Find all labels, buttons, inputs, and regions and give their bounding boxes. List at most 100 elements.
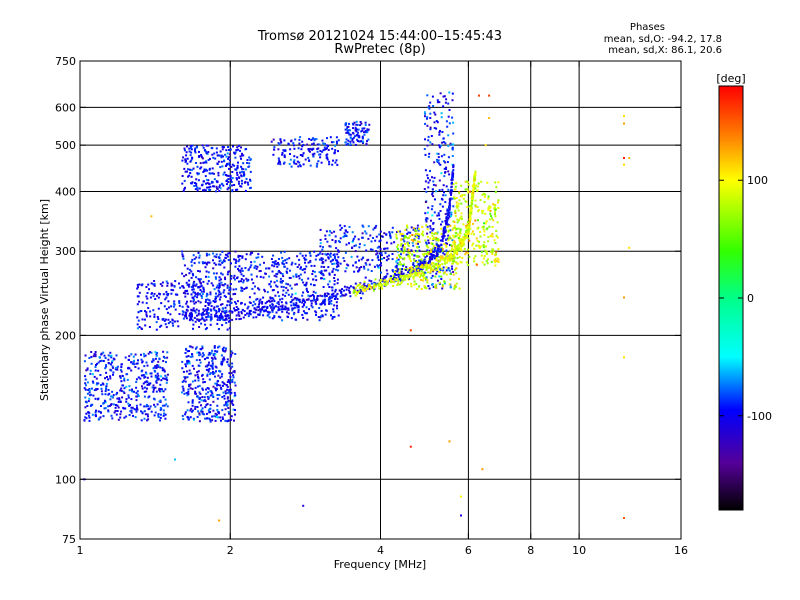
data-point: [296, 266, 299, 268]
data-point: [116, 365, 119, 368]
data-point: [110, 369, 113, 372]
data-point: [475, 184, 478, 187]
data-point: [302, 268, 305, 271]
data-point: [380, 285, 383, 288]
data-point: [446, 217, 449, 220]
data-point: [434, 264, 437, 266]
data-point: [353, 270, 356, 273]
data-point: [87, 400, 90, 403]
data-point: [450, 189, 452, 192]
data-point: [137, 311, 140, 314]
data-point: [221, 310, 224, 313]
data-point: [483, 222, 485, 225]
data-point: [406, 243, 409, 246]
data-point: [348, 242, 350, 245]
data-point: [284, 294, 287, 297]
data-point: [483, 257, 485, 260]
data-point: [448, 283, 451, 286]
data-point: [189, 168, 191, 171]
data-point: [452, 165, 455, 168]
data-point: [224, 165, 227, 167]
data-point: [136, 287, 139, 290]
data-point: [294, 297, 297, 300]
data-point: [153, 398, 156, 401]
data-point: [225, 321, 228, 324]
data-point: [202, 286, 205, 289]
data-point: [130, 353, 133, 356]
data-point: [325, 309, 328, 312]
data-point: [219, 259, 222, 262]
data-point: [244, 258, 247, 261]
data-point: [396, 231, 398, 233]
data-point: [454, 250, 457, 253]
data-point: [189, 416, 192, 419]
data-point: [428, 107, 431, 110]
data-point: [204, 308, 207, 311]
data-point: [202, 308, 205, 311]
data-point: [482, 225, 485, 228]
data-point: [230, 350, 233, 353]
data-point: [159, 419, 161, 422]
grid-lines: [80, 61, 681, 539]
data-point: [196, 373, 199, 376]
data-point: [429, 128, 432, 131]
data-point: [436, 99, 439, 102]
data-point: [158, 400, 161, 403]
data-point: [186, 289, 189, 292]
data-point: [151, 292, 153, 295]
data-point: [309, 252, 312, 255]
data-point: [223, 319, 226, 322]
data-point: [218, 345, 221, 348]
data-point: [408, 252, 411, 255]
data-point: [225, 309, 228, 312]
data-point: [494, 242, 497, 244]
data-point: [310, 264, 313, 267]
data-point: [420, 268, 423, 271]
data-point: [282, 149, 285, 152]
data-point: [421, 274, 424, 277]
data-point: [435, 239, 438, 242]
data-point: [439, 255, 442, 258]
data-point: [172, 305, 175, 308]
data-point: [167, 311, 169, 314]
data-point: [205, 160, 207, 163]
data-point: [399, 276, 402, 279]
data-point: [481, 261, 484, 264]
data-point: [151, 360, 154, 363]
data-point: [84, 416, 87, 419]
data-point: [427, 139, 430, 142]
data-point: [181, 285, 184, 288]
data-point: [438, 162, 441, 165]
data-point: [400, 280, 403, 283]
data-point: [455, 282, 458, 285]
data-point: [416, 272, 419, 275]
data-point: [458, 199, 461, 202]
data-point: [303, 257, 306, 260]
data-point: [349, 140, 352, 143]
data-point: [189, 145, 192, 147]
data-point: [239, 155, 242, 158]
data-point: [331, 316, 334, 318]
data-point: [321, 260, 324, 263]
data-point: [455, 197, 458, 199]
data-point: [480, 245, 482, 248]
data-point: [384, 283, 387, 286]
data-point: [235, 306, 238, 308]
data-point: [205, 168, 207, 171]
data-point: [193, 284, 196, 287]
data-point: [333, 315, 336, 318]
data-point: [253, 260, 256, 263]
data-point: [326, 144, 328, 147]
data-point: [194, 405, 197, 408]
data-point: [452, 270, 455, 273]
data-point: [241, 154, 244, 157]
data-point: [279, 163, 282, 166]
data-point: [284, 305, 287, 308]
data-point: [188, 272, 191, 275]
data-point: [330, 314, 332, 317]
data-point: [103, 354, 106, 357]
data-point: [472, 189, 475, 192]
data-point: [142, 374, 145, 376]
data-point: [309, 150, 311, 153]
data-point: [172, 289, 175, 292]
